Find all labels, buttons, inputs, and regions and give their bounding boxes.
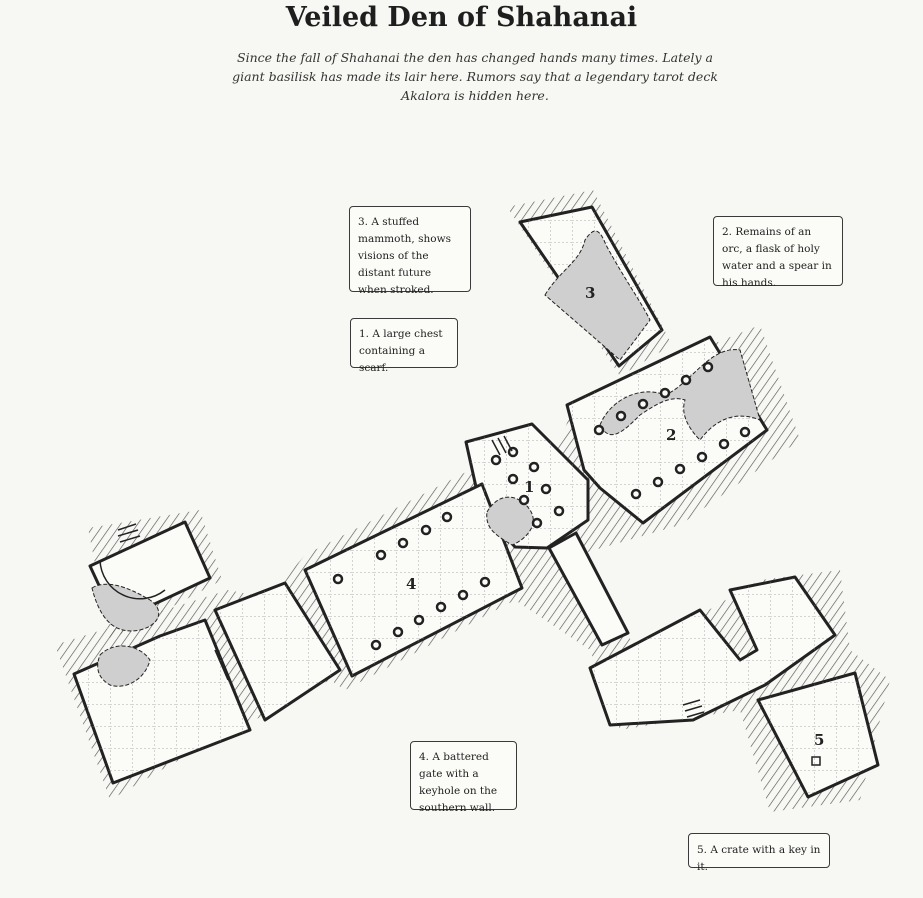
room-labels: 3 2 1 4 5 [406, 284, 824, 749]
pool-room-3 [544, 230, 651, 361]
pool-room-1 [486, 496, 534, 546]
room-label-1: 1 [524, 478, 534, 496]
note-4: 4. A battered gate with a keyhole on the… [410, 741, 517, 814]
room-label-5: 5 [814, 731, 824, 749]
room-label-2: 2 [666, 426, 676, 444]
room-label-4: 4 [406, 575, 416, 593]
pool-northwest [91, 583, 160, 632]
note-3: 3. A stuffed mammoth, shows visions of t… [349, 206, 471, 296]
note-5: 5. A crate with a key in it. [688, 833, 830, 873]
arc-nw [99, 559, 166, 600]
stairs-se [682, 699, 705, 718]
stairs-sw [214, 649, 229, 681]
corridor-south [547, 531, 630, 647]
stairs-nw [117, 523, 141, 543]
map-details [99, 435, 821, 766]
map-title: Veiled Den of Shahanai [285, 2, 638, 33]
map-description: Since the fall of Shahanai the den has c… [232, 50, 718, 103]
note-2: 2. Remains of an orc, a flask of holy wa… [713, 216, 843, 289]
pool-southwest [97, 645, 151, 687]
pillars [332, 361, 751, 651]
stairs-room1 [491, 435, 513, 456]
room-label-3: 3 [585, 284, 595, 302]
water-pools [91, 230, 761, 687]
crate-room-5 [811, 756, 821, 766]
note-1: 1. A large chest containing a scarf. [350, 318, 458, 374]
